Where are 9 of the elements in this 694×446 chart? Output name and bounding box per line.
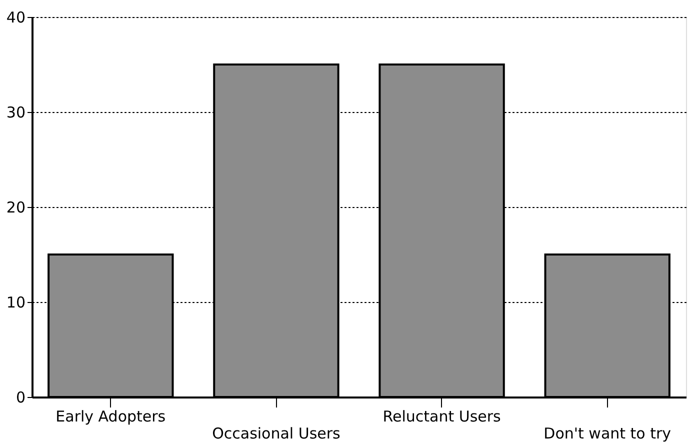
x-tick-label: Occasional Users	[212, 424, 341, 442]
y-tick-label: 20	[6, 198, 26, 216]
y-tick-label: 40	[6, 8, 26, 26]
x-tick-label: Reluctant Users	[382, 408, 502, 426]
y-tick-label: 10	[6, 294, 26, 312]
x-tick-label: Don't want to try	[544, 424, 672, 442]
y-tick-label: 30	[6, 104, 26, 122]
x-tick-label: Early Adopters	[56, 408, 166, 426]
y-tick-label: 0	[16, 388, 26, 406]
